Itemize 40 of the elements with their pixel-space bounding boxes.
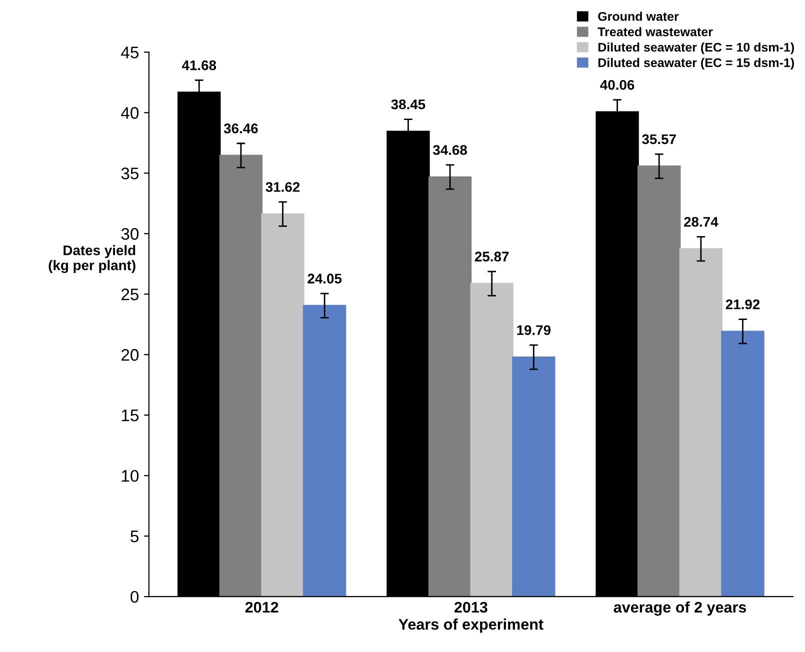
x-tick-label: average of 2 years	[614, 601, 746, 616]
bar	[512, 356, 556, 597]
bar	[261, 213, 304, 597]
data-label: 41.68	[182, 60, 216, 70]
y-tick-label: 30	[121, 228, 139, 240]
data-label: 19.79	[517, 325, 551, 336]
data-label: 36.46	[224, 124, 258, 134]
legend-label: Diluted seawater (EC = 15 dsm-1)	[598, 58, 794, 70]
y-tick-label: 25	[122, 288, 139, 300]
legend-label: Diluted seawater (EC = 10 dsm-1)	[598, 42, 794, 54]
y-tick-label: 0	[130, 590, 139, 603]
data-label: 21.92	[726, 299, 760, 310]
legend-label: Ground water	[598, 12, 679, 21]
data-label: 24.05	[308, 274, 342, 284]
y-tick-label: 35	[121, 168, 139, 180]
y-tick-label: 40	[121, 107, 139, 119]
data-label: 25.87	[474, 252, 509, 262]
legend-label: Treated wastewater	[598, 27, 713, 36]
data-label: 40.06	[600, 80, 634, 90]
data-label: 35.57	[642, 134, 676, 144]
y-tick-label: 20	[122, 349, 139, 361]
x-axis-title: Years of experiment	[398, 618, 544, 633]
y-tick-label: 10	[122, 470, 139, 482]
y-axis-title: Dates yield (kg per plant)	[48, 245, 136, 274]
bar	[638, 166, 681, 597]
x-tick-label: 2012	[245, 602, 278, 613]
y-tick-label: 15	[122, 410, 139, 422]
bar	[470, 282, 514, 597]
x-tick-label: 2013	[454, 602, 488, 613]
bar	[428, 176, 472, 597]
data-label: 34.68	[432, 145, 467, 155]
bar	[721, 330, 764, 597]
data-label: 28.74	[684, 216, 718, 227]
bar	[679, 248, 723, 597]
y-tick-label: 45	[121, 46, 139, 58]
bar	[302, 304, 346, 597]
bar	[219, 154, 263, 597]
data-label: 38.45	[391, 99, 426, 110]
y-tick-label: 5	[130, 530, 139, 542]
data-label: 31.62	[266, 182, 300, 192]
